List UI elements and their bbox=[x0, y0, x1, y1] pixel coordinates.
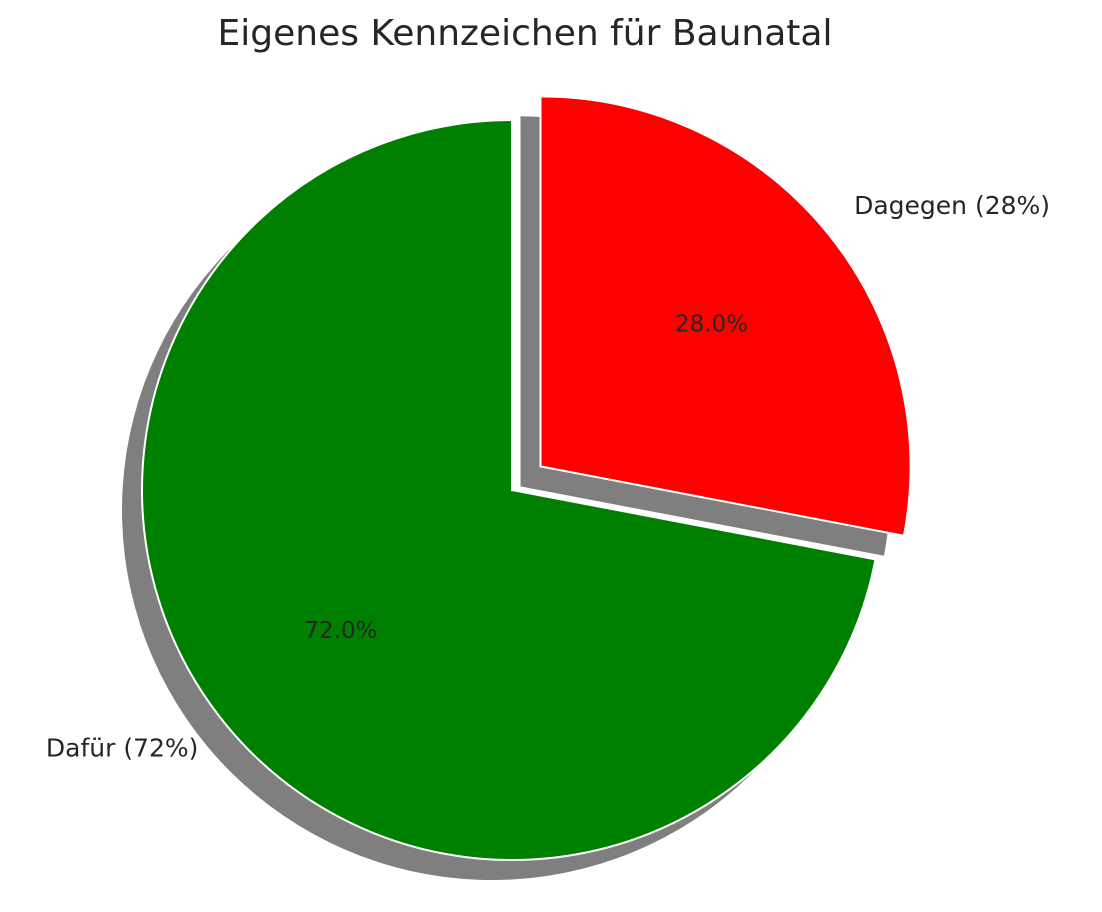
slice-label: Dafür (72%) bbox=[46, 733, 199, 762]
pie-slice bbox=[539, 95, 912, 537]
slice-label: Dagegen (28%) bbox=[854, 191, 1050, 220]
pie-slice bbox=[141, 118, 877, 861]
chart-title: Eigenes Kennzeichen für Baunatal bbox=[218, 13, 833, 54]
value-label: 28.0% bbox=[675, 311, 748, 337]
value-label: 72.0% bbox=[304, 618, 377, 644]
